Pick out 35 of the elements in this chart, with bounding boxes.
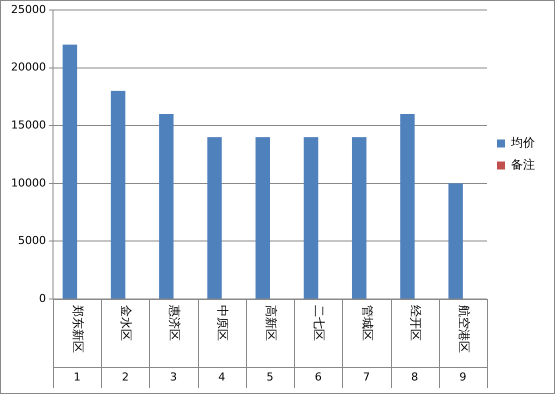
text: 3 xyxy=(170,370,178,384)
bar xyxy=(352,137,366,298)
text: 8 xyxy=(411,370,418,384)
x-tick-label: 二七区 xyxy=(312,305,326,341)
y-tick-label: 0 xyxy=(38,292,46,305)
bar xyxy=(110,90,126,298)
x-tick-label: 金水区 xyxy=(119,305,134,341)
text: 9 xyxy=(459,370,466,384)
x-tick-label: 经开区 xyxy=(408,305,423,341)
y-tick-label: 5000 xyxy=(18,234,46,248)
bar xyxy=(62,44,78,298)
y-tick-label: 25000 xyxy=(10,2,46,16)
x-tick-label: 管城区 xyxy=(360,305,374,341)
text: 4 xyxy=(218,370,226,384)
legend-label: 备注 xyxy=(511,158,535,172)
text: 7 xyxy=(362,370,370,384)
x-tick-label: 惠济区 xyxy=(167,304,182,341)
bar xyxy=(256,137,270,298)
bar xyxy=(448,183,463,298)
text: 2 xyxy=(122,370,129,384)
bar xyxy=(304,137,318,298)
x-tick-label: 郑东新区 xyxy=(70,305,85,353)
bar xyxy=(207,137,222,298)
bar xyxy=(159,114,174,298)
y-tick-label: 10000 xyxy=(10,176,46,190)
x-tick-label: 航空港区 xyxy=(456,305,471,353)
text: 6 xyxy=(314,370,322,384)
x-tick-label: 高新区 xyxy=(264,305,278,341)
y-tick-label: 20000 xyxy=(10,60,46,74)
bar xyxy=(400,114,415,298)
text: 1 xyxy=(74,370,81,384)
legend-label: 均价 xyxy=(510,136,535,150)
y-tick-label: 15000 xyxy=(10,118,46,132)
x-tick-label: 中原区 xyxy=(216,305,230,341)
text: 5 xyxy=(266,370,274,384)
